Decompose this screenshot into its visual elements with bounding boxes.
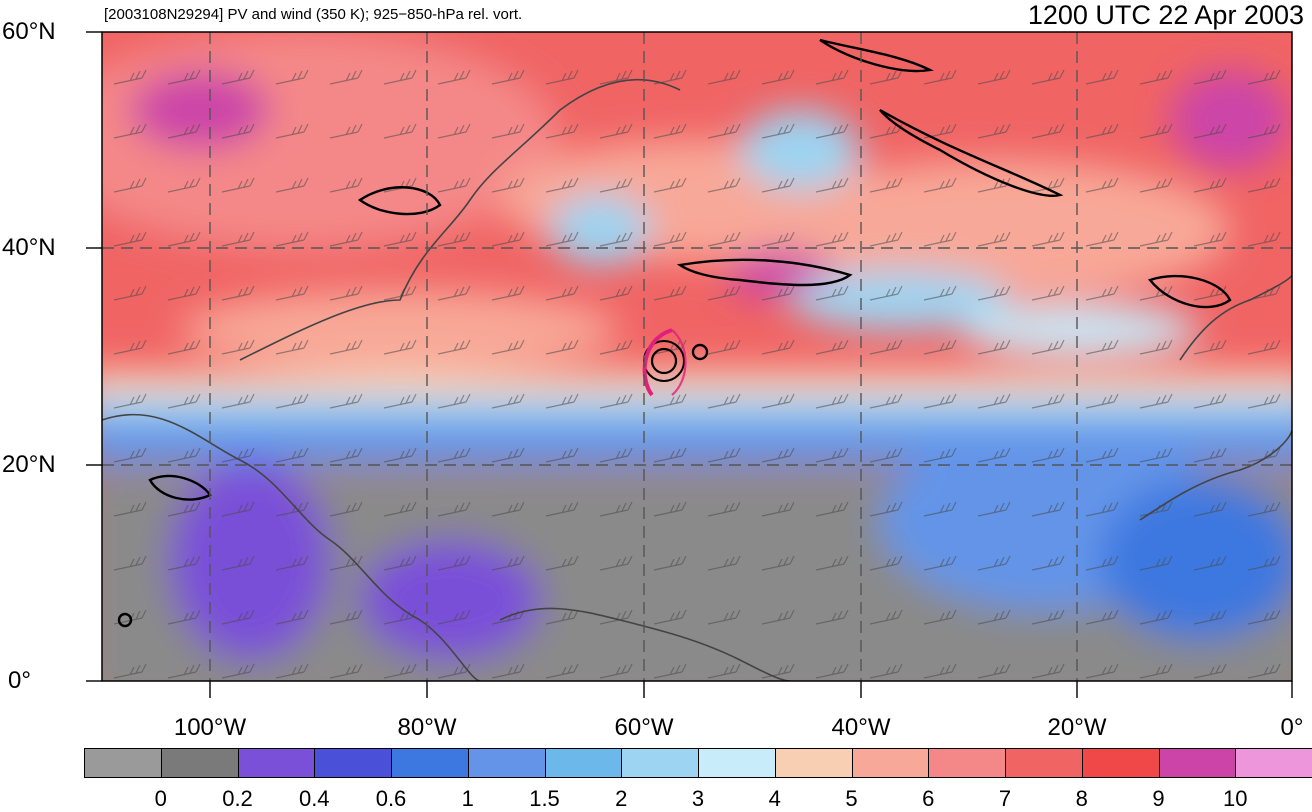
colorbar-swatch xyxy=(928,748,1006,778)
colorbar-swatch xyxy=(698,748,776,778)
valid-time: 1200 UTC 22 Apr 2003 xyxy=(1027,0,1304,30)
colorbar-swatch xyxy=(467,748,546,778)
gridlines xyxy=(102,32,1292,681)
colorbar-label: 2 xyxy=(615,786,628,811)
colorbar-swatch xyxy=(1005,748,1083,778)
colorbar-label: 0 xyxy=(154,786,167,811)
colorbar-label: 10 xyxy=(1223,786,1248,811)
lon-label-80w: 80°W xyxy=(397,714,457,741)
lon-label-20w: 20°W xyxy=(1047,714,1107,741)
pv-shading xyxy=(102,32,1292,681)
lat-label-40n: 40°N xyxy=(2,234,56,261)
colorbar-label: 3 xyxy=(691,786,705,811)
lon-label-60w: 60°W xyxy=(614,714,674,741)
lat-label-20n: 20°N xyxy=(2,451,56,478)
colorbar-swatch xyxy=(544,748,623,778)
colorbar-swatch xyxy=(851,748,930,778)
colorbar-swatch xyxy=(237,748,316,778)
storm-center-marker xyxy=(642,328,687,397)
colorbar-swatch xyxy=(314,748,392,778)
colorbar-swatch xyxy=(1158,748,1237,778)
colorbar-label: 9 xyxy=(1152,786,1165,811)
lon-label-100w: 100°W xyxy=(173,714,247,741)
colorbar-label: 0.2 xyxy=(222,786,253,811)
colorbar-label: 4 xyxy=(768,786,781,811)
colorbar-swatch xyxy=(160,748,239,778)
colorbar-label: 6 xyxy=(922,786,935,811)
map-frame xyxy=(101,31,1293,682)
colorbar-label: 5 xyxy=(845,786,858,811)
colorbar-label: 1 xyxy=(461,786,474,811)
lon-label-40w: 40°W xyxy=(831,714,891,741)
colorbar-label: 0.4 xyxy=(298,786,330,811)
coastlines xyxy=(102,78,1292,681)
colorbar-label: 1.5 xyxy=(529,786,560,811)
colorbar-swatch xyxy=(1081,748,1160,778)
lon-label-0: 0° xyxy=(1280,714,1304,741)
lat-label-60n: 60°N xyxy=(2,18,56,45)
map-subtitle: [2003108N29294] PV and wind (350 K); 925… xyxy=(104,6,523,23)
colorbar-swatch xyxy=(774,748,853,778)
colorbar-label: 0.6 xyxy=(375,786,407,811)
axis-ticks xyxy=(86,31,1293,698)
colorbar-label: 8 xyxy=(1075,786,1088,811)
colorbar-swatch xyxy=(84,748,162,778)
colorbar-swatch xyxy=(1235,748,1312,778)
lat-label-0: 0° xyxy=(8,667,31,694)
colorbar-swatch xyxy=(391,748,469,778)
colorbar-label: 7 xyxy=(998,786,1012,811)
colorbar-swatch xyxy=(621,748,699,778)
